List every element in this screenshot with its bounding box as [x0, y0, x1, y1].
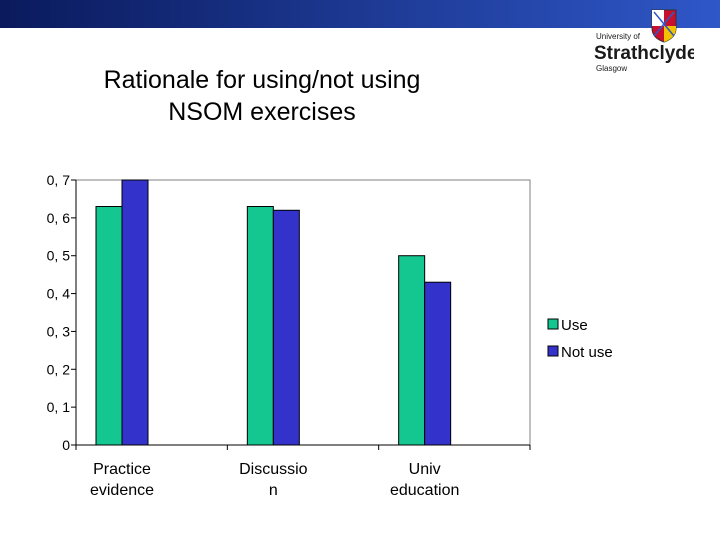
legend-label: Use: [561, 317, 588, 334]
y-tick-label: 0, 2: [47, 361, 71, 377]
legend-swatch: [547, 345, 559, 357]
bar-not-use: [121, 179, 149, 446]
y-tick-label: 0, 5: [47, 248, 71, 264]
legend-label: Not use: [561, 344, 613, 361]
slide-title: Rationale for using/not using NSOM exerc…: [40, 64, 484, 128]
slide-title-line2: NSOM exercises: [168, 98, 356, 126]
bar-use: [246, 206, 274, 446]
slide-title-line1: Rationale for using/not using: [103, 66, 421, 94]
logo-line2: Strathclyde: [594, 43, 694, 64]
logo-line3: Glasgow: [596, 64, 627, 73]
bar-not-use: [272, 209, 300, 446]
bar-not-use: [424, 281, 452, 446]
x-category-label: Univ education: [390, 461, 459, 499]
y-tick-label: 0, 3: [47, 323, 71, 339]
university-logo: University of Strathclyde Glasgow: [594, 9, 694, 73]
x-category-label: Discussio n: [239, 461, 308, 499]
logo-line1: University of: [596, 32, 641, 41]
y-tick-label: 0: [62, 437, 70, 453]
legend: Use Not use: [547, 317, 613, 361]
y-axis: 0 0, 1 0, 2 0, 3 0, 4 0, 5 0, 6 0, 7: [47, 172, 77, 453]
y-tick-label: 0, 6: [47, 210, 71, 226]
crest-icon: [651, 9, 677, 43]
y-tick-label: 0, 1: [47, 399, 71, 415]
x-category-label: Practice evidence: [90, 461, 154, 499]
y-tick-label: 0, 7: [47, 172, 71, 188]
x-axis: Practice evidence Discussio n Univ education: [75, 444, 531, 499]
legend-swatch: [547, 318, 559, 330]
bars: [95, 179, 452, 446]
top-banner: [0, 0, 720, 28]
bar-use: [398, 255, 426, 446]
y-tick-label: 0, 4: [47, 286, 71, 302]
bar-use: [95, 206, 123, 446]
